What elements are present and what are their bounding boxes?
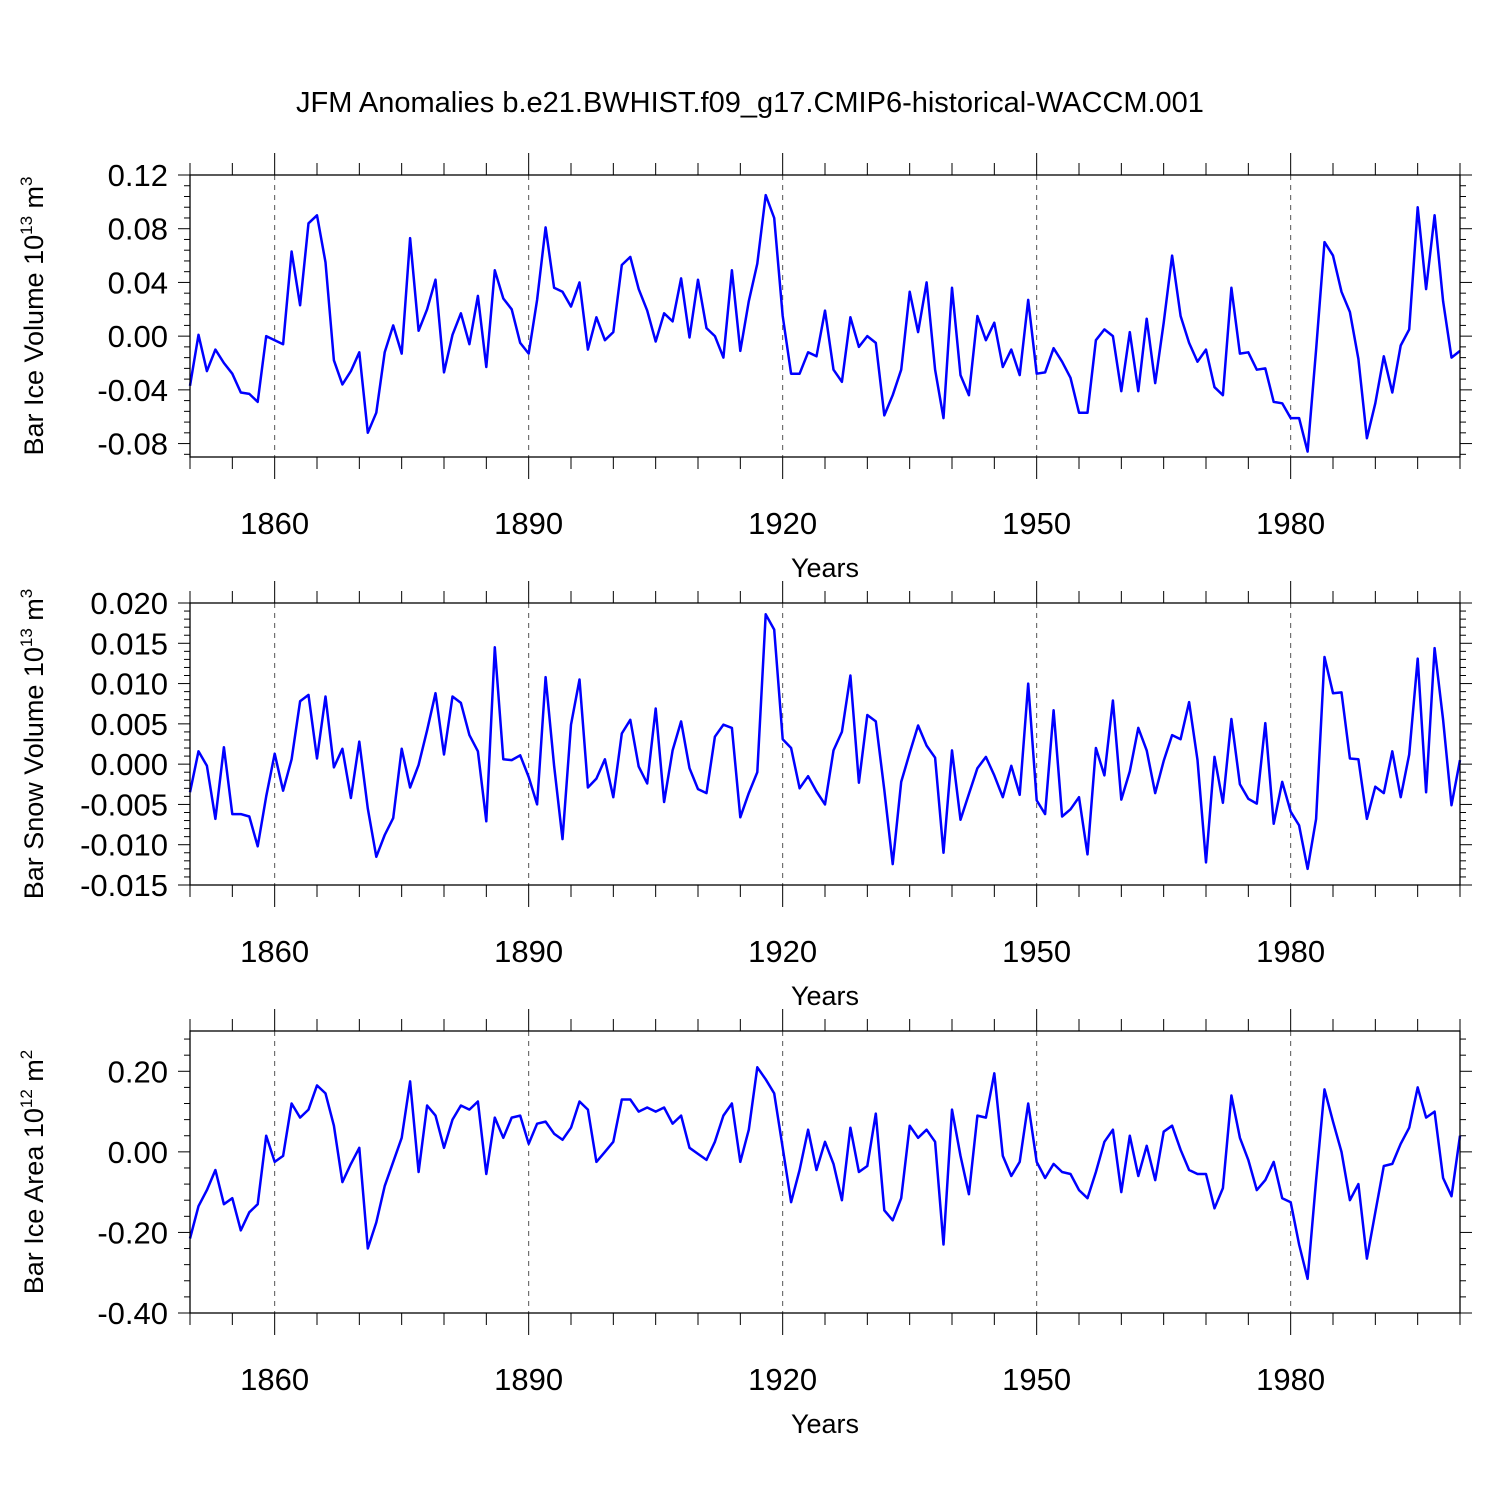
y-axis-label-exponent: 13 — [17, 216, 36, 235]
y-tick-label: 0.010 — [90, 667, 168, 702]
x-tick-label: 1950 — [1002, 506, 1071, 541]
y-axis-label-unit-exponent: 3 — [17, 589, 36, 598]
y-axis-label-unit: m — [19, 1059, 49, 1089]
x-axis-label: Years — [791, 553, 859, 583]
x-tick-label: 1890 — [494, 506, 563, 541]
y-axis-label-main: Bar Snow Volume 10 — [19, 647, 49, 899]
panel-1: -0.08 -0.04 0.00 0.04 0.08 0.12 1860 1890 1920 19… — [17, 153, 1472, 583]
y-tick-label: -0.015 — [80, 868, 168, 903]
y-tick-label: 0.04 — [108, 265, 168, 300]
y-tick-label: 0.005 — [90, 707, 168, 742]
y-tick-label: 0.000 — [90, 747, 168, 782]
y-axis-label: Bar Ice Area 1012 m2 — [17, 1050, 49, 1295]
x-tick-label: 1860 — [240, 1362, 309, 1397]
panel-3: -0.40 -0.20 0.00 0.20 1860 1890 1920 1950 1980 Ye… — [17, 1009, 1472, 1439]
series-line — [188, 1066, 1462, 1281]
y-tick-label: 0.08 — [108, 212, 168, 247]
plot-frame — [189, 174, 1461, 458]
x-tick-label: 1860 — [240, 934, 309, 969]
y-axis-label-unit-exponent: 3 — [17, 176, 36, 185]
chart-title: JFM Anomalies b.e21.BWHIST.f09_g17.CMIP6… — [296, 87, 1204, 119]
x-tick-label: 1860 — [240, 506, 309, 541]
x-tick-label: 1920 — [748, 1362, 817, 1397]
y-axis-label-main: Bar Ice Volume 10 — [19, 235, 49, 456]
x-axis-label: Years — [791, 1409, 859, 1439]
y-tick-label: 0.20 — [108, 1054, 168, 1089]
x-axis-label: Years — [791, 981, 859, 1011]
y-tick-label: -0.010 — [80, 828, 168, 863]
y-tick-label: 0.020 — [90, 586, 168, 621]
y-tick-label: -0.40 — [97, 1296, 168, 1331]
x-tick-label: 1950 — [1002, 934, 1071, 969]
y-axis-label-exponent: 13 — [17, 628, 36, 647]
x-tick-label: 1980 — [1256, 934, 1325, 969]
x-tick-label: 1980 — [1256, 506, 1325, 541]
y-tick-label: -0.20 — [97, 1215, 168, 1250]
plot-frame — [189, 602, 1461, 886]
x-tick-label: 1980 — [1256, 1362, 1325, 1397]
y-axis-label-exponent: 12 — [17, 1089, 36, 1108]
x-tick-label: 1920 — [748, 506, 817, 541]
y-tick-label: 0.12 — [108, 158, 168, 193]
x-tick-label: 1890 — [494, 934, 563, 969]
series-line — [188, 613, 1462, 871]
y-tick-label: -0.04 — [97, 373, 168, 408]
panel-2: -0.015 -0.010 -0.005 0.000 0.005 0.010 0.015 0.… — [17, 581, 1472, 1011]
y-tick-label: -0.08 — [97, 427, 168, 462]
y-tick-label: 0.00 — [108, 1135, 168, 1170]
x-tick-label: 1950 — [1002, 1362, 1071, 1397]
y-axis-label: Bar Ice Volume 1013 m3 — [17, 176, 49, 455]
y-axis-label-main: Bar Ice Area 10 — [19, 1108, 49, 1294]
series-line — [188, 193, 1461, 453]
y-axis-label: Bar Snow Volume 1013 m3 — [17, 589, 49, 900]
y-axis-label-unit: m — [19, 598, 49, 628]
y-tick-label: 0.015 — [90, 626, 168, 661]
y-axis-label-unit-exponent: 2 — [17, 1050, 36, 1059]
x-tick-label: 1920 — [748, 934, 817, 969]
x-tick-label: 1890 — [494, 1362, 563, 1397]
y-tick-label: -0.005 — [80, 787, 168, 822]
y-tick-label: 0.00 — [108, 319, 168, 354]
y-axis-label-unit: m — [19, 186, 49, 216]
plot-frame — [189, 1030, 1461, 1314]
